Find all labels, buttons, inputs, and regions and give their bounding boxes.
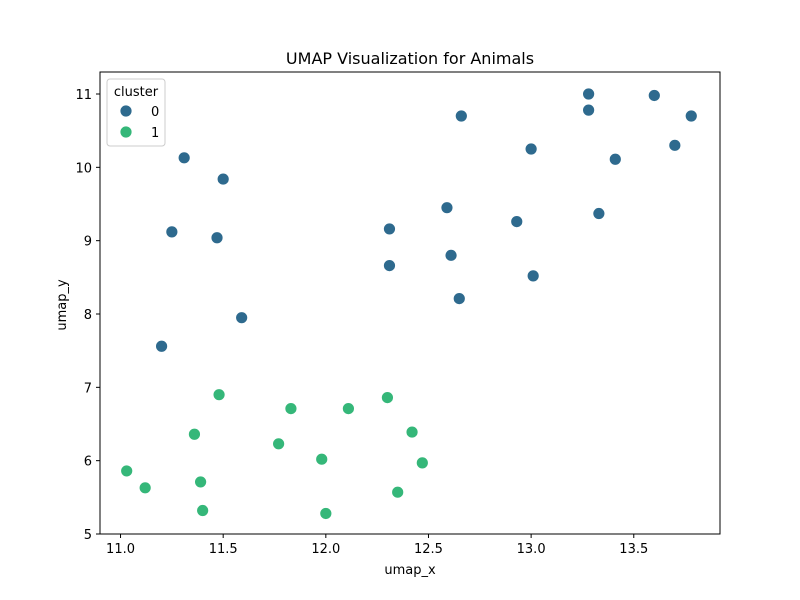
legend-entries: 01 [119,104,159,141]
cluster-1-point [315,452,329,466]
legend-marker-cluster-1 [119,125,133,139]
cluster-0-point [216,172,230,186]
cluster-0-point [592,207,606,220]
cluster-0-point [165,225,179,239]
cluster-0-point [383,259,396,273]
y-tick-label: 8 [84,308,92,323]
x-tick-label: 11.5 [209,542,238,557]
cluster-0-point [210,231,224,245]
legend-label-cluster-1: 1 [151,126,159,141]
cluster-0-point [582,87,596,101]
y-tick-label: 11 [75,88,92,103]
cluster-0-point [524,142,538,156]
cluster-0-point [668,138,682,152]
cluster-1-point [405,425,419,439]
cluster-1-point [194,475,207,489]
x-tick-label: 12.0 [311,542,340,557]
x-tick-label: 11.0 [106,542,135,557]
y-axis: 5 6 7 8 9 10 11 [75,88,100,543]
legend-label-cluster-0: 0 [151,105,159,120]
legend: cluster 01 [106,78,166,147]
chart-title: UMAP Visualization for Animals [286,49,534,68]
x-axis-label: umap_x [384,563,436,578]
cluster-0-point [647,89,661,102]
cluster-1-point [391,485,405,499]
cluster-0-point [608,152,622,166]
plot-frame [99,71,721,535]
cluster-0-point [440,201,454,215]
y-tick-label: 6 [84,455,92,470]
cluster-1-point [196,504,210,517]
cluster-1-point [120,464,134,478]
cluster-1-point [272,437,286,451]
cluster-0-point [582,103,596,117]
x-tick-label: 12.5 [414,542,443,557]
y-tick-label: 5 [84,528,92,543]
cluster-0-point [526,269,540,283]
cluster-0-point [383,222,396,236]
plot-area [99,71,721,535]
cluster-1-point [188,427,201,441]
cluster-0-point [684,109,698,123]
cluster-0-point [510,215,524,229]
x-tick-label: 13.5 [619,542,648,557]
cluster-0-point [177,151,191,165]
cluster-1-point [319,507,333,520]
cluster-1-point [138,481,152,495]
cluster-1-point [212,388,226,402]
x-tick-label: 13.0 [517,542,546,557]
cluster-1-point [415,456,429,470]
cluster-0-point [452,292,466,306]
legend-title: cluster [114,85,159,100]
cluster-1-point [284,402,298,416]
y-tick-label: 10 [75,161,92,176]
cluster-0-point [444,248,458,262]
data-points [120,87,698,520]
cluster-1-point [342,402,355,416]
cluster-0-point [155,339,168,353]
cluster-0-point [454,109,468,123]
cluster-0-point [235,311,249,325]
x-axis: 11.0 11.5 12.0 12.5 13.0 13.5 [106,534,648,557]
legend-marker-cluster-0 [119,104,133,118]
y-axis-label: umap_y [55,279,70,331]
cluster-1-point [381,391,394,405]
y-tick-label: 9 [84,235,92,250]
y-tick-label: 7 [84,381,92,396]
